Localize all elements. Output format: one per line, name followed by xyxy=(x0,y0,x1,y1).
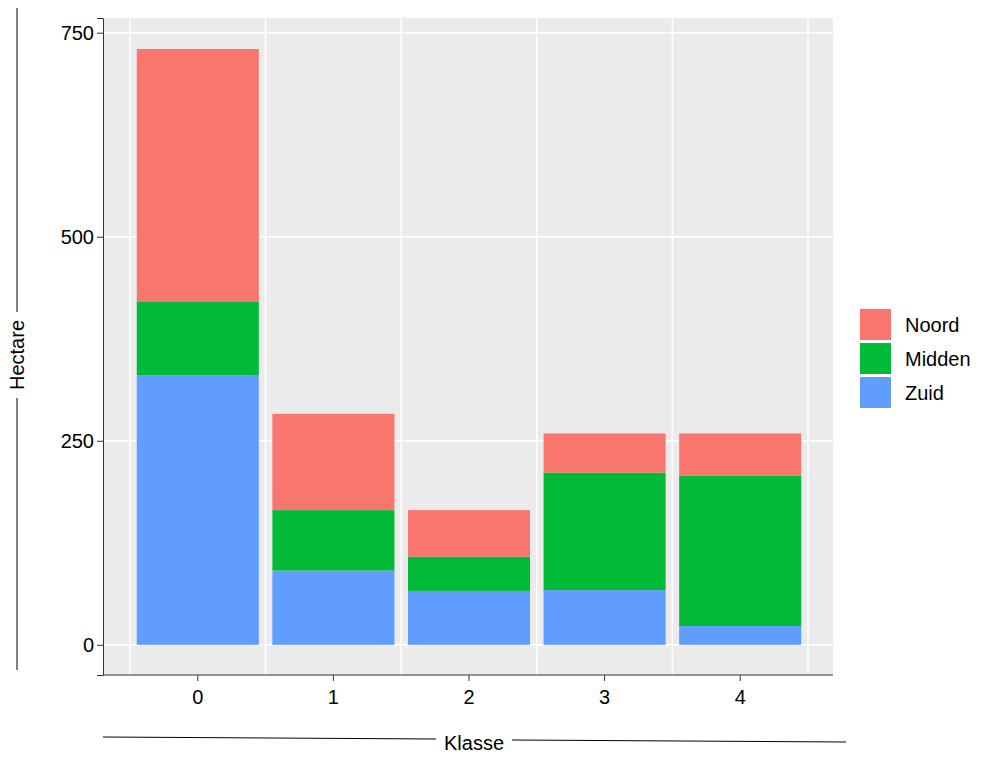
bar-segment xyxy=(544,433,666,472)
bar-segment xyxy=(272,414,394,510)
bar-segment xyxy=(679,626,801,645)
bar-segment xyxy=(679,433,801,475)
decoration xyxy=(17,398,18,670)
bar-segment xyxy=(272,510,394,570)
x-axis-title: Klasse xyxy=(444,732,504,754)
tick-mark xyxy=(97,441,103,442)
grid-line xyxy=(536,18,538,675)
tick-mark xyxy=(97,645,103,646)
grid-line xyxy=(129,18,131,675)
grid-line xyxy=(103,32,833,34)
tick-label: 2 xyxy=(463,686,474,708)
plot-background xyxy=(103,18,833,675)
tick-label: 4 xyxy=(735,686,746,708)
grid-line xyxy=(672,18,674,675)
tick-mark xyxy=(740,675,741,681)
bars xyxy=(137,49,801,645)
tick-mark xyxy=(469,675,470,681)
bar-segment xyxy=(408,591,530,645)
legend-label: Midden xyxy=(905,348,971,370)
y-tick: 500 xyxy=(61,226,103,248)
decoration xyxy=(17,8,18,312)
tick-mark xyxy=(604,675,605,681)
grid-line xyxy=(400,18,402,675)
bar-segment xyxy=(544,590,666,645)
legend-swatch xyxy=(860,377,891,408)
tick-mark xyxy=(333,675,334,681)
bar-segment xyxy=(544,473,666,591)
x-tick: 4 xyxy=(735,675,746,708)
y-tick: 0 xyxy=(83,634,103,656)
grid xyxy=(103,18,833,675)
bar-segment xyxy=(679,476,801,626)
x-tick: 1 xyxy=(328,675,339,708)
decoration xyxy=(512,740,846,742)
tick-label: 250 xyxy=(61,430,94,452)
grid-line xyxy=(265,18,267,675)
bar-segment xyxy=(408,557,530,591)
legend-label: Zuid xyxy=(905,382,944,404)
tick-mark xyxy=(97,33,103,34)
tick-mark xyxy=(197,675,198,681)
tick-label: 3 xyxy=(599,686,610,708)
bar-segment xyxy=(137,302,259,375)
legend-label: Noord xyxy=(905,314,959,336)
y-tick: 250 xyxy=(61,430,103,452)
x-tick: 0 xyxy=(192,675,203,708)
x-tick: 2 xyxy=(463,675,474,708)
bar-segment xyxy=(137,49,259,302)
bar-segment xyxy=(272,571,394,645)
tick-mark xyxy=(97,237,103,238)
y-axis-line xyxy=(97,19,104,676)
y-axis: 0 250 500 750 xyxy=(61,19,104,676)
y-axis-title: Hectare xyxy=(6,320,28,390)
tick-label: 0 xyxy=(83,634,94,656)
x-tick: 3 xyxy=(599,675,610,708)
tick-label: 1 xyxy=(328,686,339,708)
legend-swatch xyxy=(860,309,891,340)
y-tick: 750 xyxy=(61,22,103,44)
legend-swatch xyxy=(860,343,891,374)
x-axis-line xyxy=(103,675,833,676)
legend: Noord Midden Zuid xyxy=(860,309,971,408)
tick-label: 750 xyxy=(61,22,94,44)
tick-label: 500 xyxy=(61,226,94,248)
x-axis: 0 1 2 3 4 xyxy=(103,675,833,708)
bar-segment xyxy=(408,510,530,557)
tick-label: 0 xyxy=(192,686,203,708)
bar-segment xyxy=(137,375,259,644)
grid-line xyxy=(807,18,809,675)
decoration xyxy=(103,737,436,739)
